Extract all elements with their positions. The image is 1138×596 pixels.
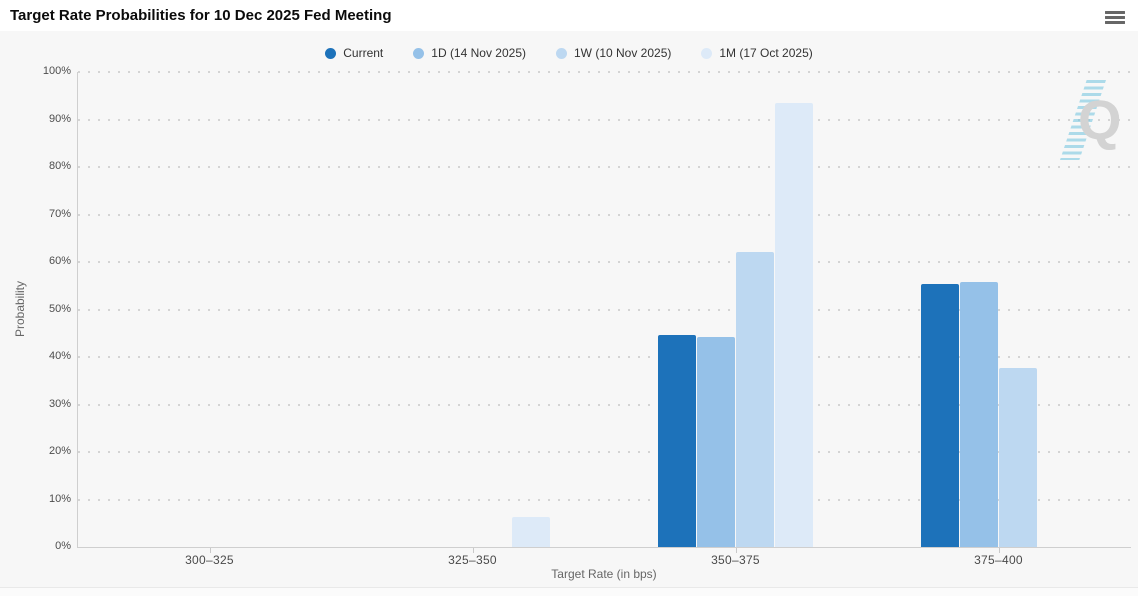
gridline-10	[78, 498, 1130, 501]
gridline-20	[78, 451, 1130, 453]
legend-label: 1D (14 Nov 2025)	[431, 46, 526, 60]
y-tick-label-10: 10%	[48, 492, 71, 505]
y-tick-label-90: 90%	[48, 112, 71, 125]
gridline-90	[78, 118, 1130, 121]
category-group-325-350	[341, 72, 604, 547]
y-tick-label-30: 30%	[48, 397, 71, 410]
x-tick-label-300-325: 300–325	[185, 553, 234, 567]
x-axis-tick	[735, 548, 737, 553]
gridline-80	[78, 166, 1130, 168]
bar-1w-350-375[interactable]	[736, 252, 774, 547]
bar-1m-350-375[interactable]	[775, 102, 813, 547]
y-tick-label-50: 50%	[48, 302, 71, 315]
y-tick-label-80: 80%	[48, 160, 71, 172]
legend-item-1m[interactable]: 1M (17 Oct 2025)	[701, 46, 813, 60]
legend-marker-icon	[701, 47, 713, 59]
y-tick-label-0: 0%	[55, 540, 71, 552]
hamburger-bar	[1105, 16, 1125, 19]
legend-label: 1M (17 Oct 2025)	[719, 46, 813, 60]
bar-current-350-375[interactable]	[658, 335, 696, 547]
gridline-50	[78, 308, 1130, 311]
legend-marker-icon	[555, 47, 567, 59]
y-tick-label-70: 70%	[48, 207, 71, 220]
category-group-300-325	[78, 72, 341, 547]
legend-marker-icon	[325, 47, 337, 59]
x-tick-label-325-350: 325–350	[448, 553, 497, 567]
gridline-60	[78, 261, 1130, 263]
x-axis-title: Target Rate (in bps)	[551, 567, 657, 581]
y-axis-line	[77, 72, 78, 548]
x-tick-label-375-400: 375–400	[974, 553, 1023, 567]
gridline-30	[78, 403, 1130, 406]
y-tick-label-20: 20%	[48, 445, 71, 457]
bar-1d-375-400[interactable]	[960, 281, 998, 547]
legend-item-1w[interactable]: 1W (10 Nov 2025)	[555, 46, 672, 60]
legend-item-current[interactable]: Current	[325, 46, 383, 60]
x-axis-tick	[209, 548, 211, 553]
y-tick-label-60: 60%	[48, 255, 71, 267]
chart-title: Target Rate Probabilities for 10 Dec 202…	[10, 7, 392, 24]
hamburger-menu-icon[interactable]	[1105, 11, 1125, 26]
bar-1w-375-400[interactable]	[999, 367, 1037, 547]
x-axis-line	[77, 547, 1131, 548]
x-axis-tick	[998, 548, 1000, 553]
chart-header: Target Rate Probabilities for 10 Dec 202…	[0, 0, 1138, 31]
y-tick-label-40: 40%	[48, 350, 71, 362]
category-group-375-400	[867, 72, 1130, 547]
legend-marker-icon	[413, 47, 425, 59]
legend-item-1d[interactable]: 1D (14 Nov 2025)	[413, 46, 526, 60]
hamburger-bar	[1105, 11, 1125, 14]
gridline-100	[78, 71, 1130, 73]
legend-label: Current	[343, 46, 384, 60]
category-group-350-375	[604, 72, 867, 547]
hamburger-bar	[1105, 21, 1125, 24]
bar-1d-350-375[interactable]	[697, 337, 735, 547]
x-tick-label-350-375: 350–375	[711, 553, 760, 567]
bar-1m-325-350[interactable]	[512, 517, 550, 547]
gridline-70	[78, 213, 1130, 216]
gridline-40	[78, 356, 1130, 358]
legend-label: 1W (10 Nov 2025)	[573, 46, 672, 60]
x-axis-tick	[472, 548, 474, 553]
y-tick-label-100: 100%	[42, 65, 71, 77]
bottom-strip	[0, 587, 1138, 596]
bar-current-375-400[interactable]	[921, 283, 959, 547]
plot-area: Q	[78, 71, 1130, 547]
legend: Current 1D (14 Nov 2025) 1W (10 Nov 2025) 1…	[0, 46, 1138, 60]
bar-groups	[78, 72, 1130, 547]
